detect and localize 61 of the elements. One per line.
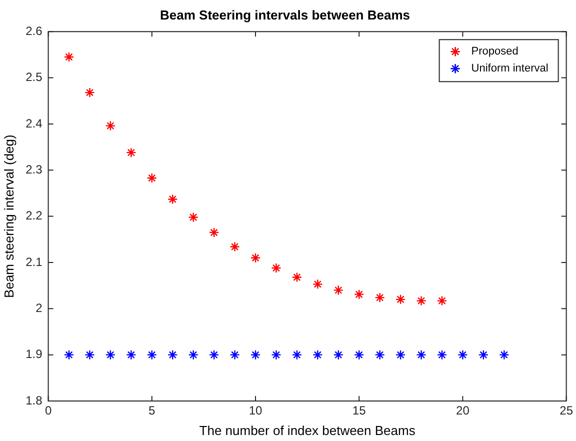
point bbox=[84, 350, 95, 360]
point bbox=[478, 350, 489, 360]
legend-label: Uniform interval bbox=[471, 62, 548, 75]
point bbox=[208, 350, 220, 360]
y-tick-label: 2.5 bbox=[26, 70, 43, 84]
point bbox=[499, 350, 510, 360]
point bbox=[354, 350, 364, 360]
point bbox=[436, 296, 448, 306]
point bbox=[168, 194, 178, 204]
x-tick-label: 0 bbox=[44, 404, 52, 418]
point bbox=[146, 350, 157, 360]
point bbox=[374, 350, 385, 360]
point bbox=[312, 279, 323, 290]
point bbox=[458, 350, 468, 360]
x-tick-label: 10 bbox=[248, 404, 262, 418]
point bbox=[292, 350, 302, 360]
point bbox=[395, 294, 406, 305]
x-tick-label: 25 bbox=[560, 404, 574, 418]
point bbox=[168, 350, 178, 360]
y-tick-label: 2.4 bbox=[26, 116, 43, 130]
x-axis-title: The number of index between Beams bbox=[199, 422, 416, 438]
y-tick-label: 2.1 bbox=[26, 254, 43, 269]
point bbox=[250, 252, 261, 263]
y-axis-title: Beam steering interval (deg) bbox=[1, 134, 16, 298]
point bbox=[292, 272, 302, 282]
chart-title: Beam Steering intervals between Beams bbox=[160, 7, 410, 22]
point bbox=[354, 289, 364, 300]
point bbox=[333, 350, 344, 360]
point bbox=[271, 350, 282, 360]
y-tick-label: 1.8 bbox=[26, 393, 43, 408]
x-tick-label: 15 bbox=[352, 404, 366, 418]
point bbox=[395, 350, 406, 360]
point bbox=[146, 172, 157, 184]
point bbox=[64, 350, 74, 360]
point bbox=[312, 350, 323, 360]
point bbox=[105, 350, 116, 360]
y-tick-label: 2.6 bbox=[26, 24, 43, 38]
y-tick-label: 2.3 bbox=[26, 162, 43, 176]
point bbox=[333, 285, 344, 296]
point bbox=[208, 227, 220, 238]
point bbox=[250, 350, 261, 360]
point bbox=[230, 242, 240, 252]
point bbox=[416, 350, 426, 360]
legend-label: Proposed bbox=[471, 46, 518, 58]
point bbox=[84, 87, 95, 98]
point bbox=[436, 350, 448, 360]
point bbox=[271, 262, 282, 274]
point bbox=[105, 120, 116, 131]
point bbox=[64, 52, 74, 62]
y-tick-label: 2 bbox=[36, 300, 43, 315]
point bbox=[230, 350, 240, 360]
point bbox=[126, 350, 136, 360]
point bbox=[126, 147, 136, 158]
y-tick-label: 2.2 bbox=[26, 208, 43, 223]
x-tick-label: 20 bbox=[456, 404, 470, 418]
x-tick-label: 5 bbox=[148, 404, 156, 418]
y-tick-label: 1.9 bbox=[26, 347, 43, 362]
point bbox=[416, 296, 426, 306]
point bbox=[374, 292, 385, 303]
point bbox=[188, 350, 198, 360]
point bbox=[188, 212, 198, 222]
